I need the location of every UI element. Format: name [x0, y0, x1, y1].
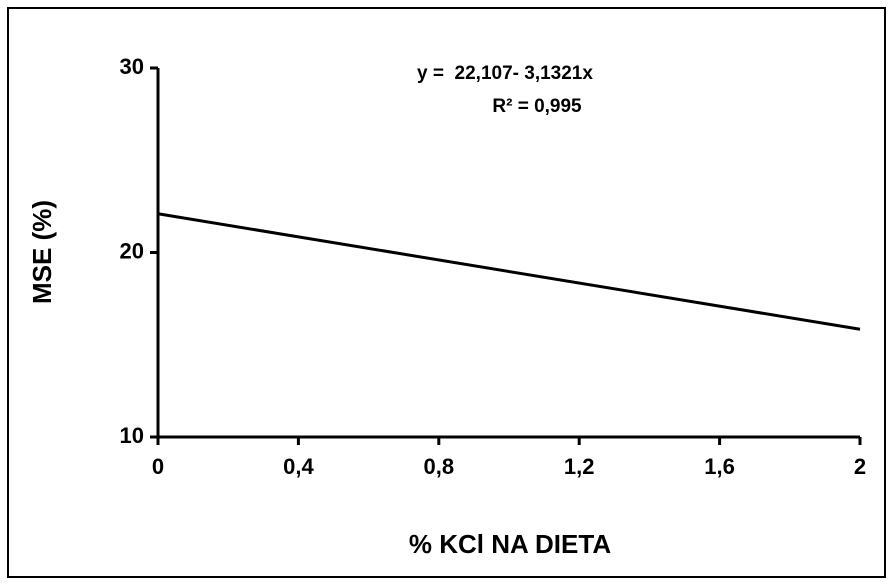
x-tick-label: 2 [854, 454, 866, 479]
regression-line [157, 212, 861, 331]
x-tick-label: 0,4 [283, 454, 314, 479]
chart-border [7, 7, 886, 578]
x-axis-title: % KCl NA DIETA [409, 529, 611, 559]
x-tick-label: 0 [152, 454, 164, 479]
equation: y = 22,107- 3,1321x [417, 63, 593, 84]
y-tick-label: 20 [120, 238, 144, 263]
x-tick-label: 0,8 [424, 454, 455, 479]
y-tick-label: 30 [120, 54, 144, 79]
y-axis-title: MSE (%) [27, 200, 57, 304]
r-squared: R² = 0,995 [492, 96, 582, 117]
y-tick-label: 10 [120, 423, 144, 448]
x-tick-label: 1,6 [704, 454, 735, 479]
x-tick-label: 1,2 [564, 454, 595, 479]
